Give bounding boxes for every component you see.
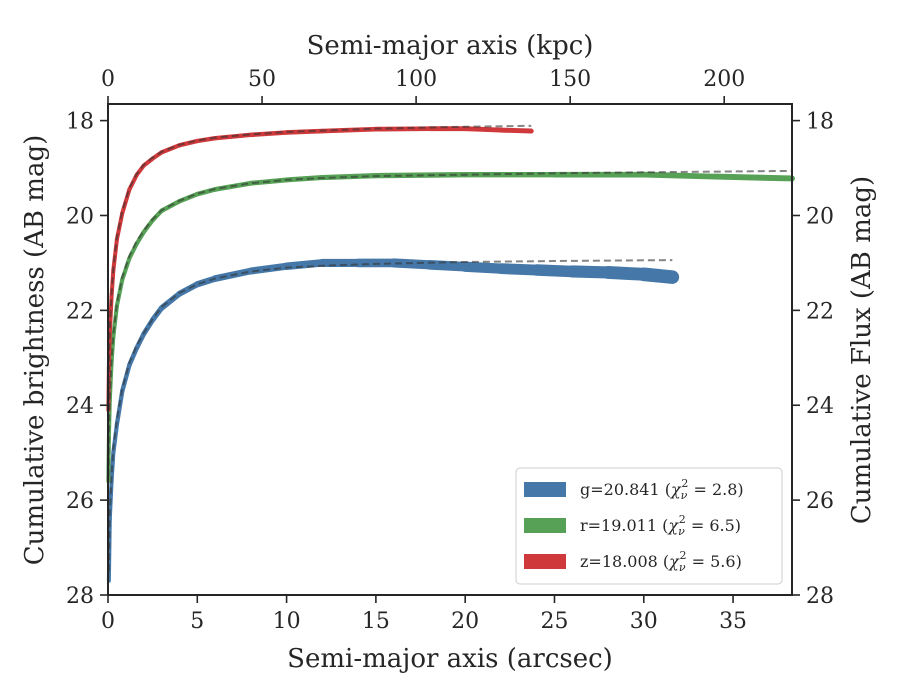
x-tick-label: 25 xyxy=(540,609,568,634)
x-tick-label: 5 xyxy=(190,609,204,634)
model-fit-layer xyxy=(107,124,793,572)
legend-box xyxy=(515,467,783,585)
y-tick-label: 22 xyxy=(66,299,94,324)
x2-tick-label: 150 xyxy=(549,67,591,92)
series-g-segment xyxy=(282,259,327,271)
model-fit-r xyxy=(107,169,793,477)
y-tick-label: 24 xyxy=(66,394,94,419)
x2-tick-label: 50 xyxy=(248,67,276,92)
series-g-segment xyxy=(106,517,112,583)
series-r-segment xyxy=(127,241,139,261)
x-tick-label: 15 xyxy=(362,609,390,634)
y2-tick-label: 26 xyxy=(806,489,834,514)
x-tick-label: 30 xyxy=(630,609,658,634)
series-z-segment xyxy=(498,127,534,134)
y2-tick-label: 18 xyxy=(806,110,834,135)
y2-tick-label: 22 xyxy=(806,299,834,324)
x-tick-label: 0 xyxy=(101,609,115,634)
y-tick-label: 20 xyxy=(66,204,94,229)
series-g-segment xyxy=(495,263,543,276)
legend-swatch-g xyxy=(524,482,566,497)
y-axis-title: Cumulative brightness (AB mag) xyxy=(20,135,50,566)
series-g-segment xyxy=(114,388,125,427)
legend-swatch-z xyxy=(524,554,566,569)
x2-axis-title: Semi-major axis (kpc) xyxy=(307,31,594,61)
legend-swatch-r xyxy=(524,518,566,533)
series-g-segment xyxy=(460,261,507,274)
legend-label-z: z=18.008 (χν2 = 5.6) xyxy=(580,549,742,574)
y2-tick-label: 24 xyxy=(806,394,834,419)
series-r-segment xyxy=(640,171,719,180)
y-tick-label: 28 xyxy=(66,584,94,609)
series-r-segment xyxy=(284,175,325,183)
x2-tick-label: 100 xyxy=(395,67,437,92)
x2-tick-label: 200 xyxy=(703,67,745,92)
y2-tick-label: 28 xyxy=(806,584,834,609)
series-g-segment xyxy=(636,267,680,284)
legend-label-r: r=19.011 (χν2 = 6.5) xyxy=(580,513,741,538)
series-z-segment xyxy=(106,332,112,370)
y-tick-label: 18 xyxy=(66,110,94,135)
model-fit-z xyxy=(107,124,532,406)
ticks-layer: 0 5 10 15 20 25 30 35 0 50 100 150 200 18 18 20 20 22 22 24… xyxy=(66,67,834,634)
model-fit-g xyxy=(107,259,673,572)
legend-label-g: g=20.841 (χν2 = 2.8) xyxy=(580,477,744,502)
y2-axis-title: Cumulative Flux (AB mag) xyxy=(847,176,877,524)
plot-frame xyxy=(107,103,793,596)
series-r-segment xyxy=(712,173,795,182)
series-z-segment xyxy=(462,126,504,133)
legend: g=20.841 (χν2 = 2.8) r=19.011 (χν2 = 6.5)… xyxy=(515,467,783,585)
x-axis-title: Semi-major axis (arcsec) xyxy=(287,644,613,674)
x-tick-label: 10 xyxy=(273,609,301,634)
x-tick-label: 20 xyxy=(451,609,479,634)
series-g-segment xyxy=(424,260,470,272)
x2-tick-label: 0 xyxy=(101,67,115,92)
y-tick-label: 26 xyxy=(66,489,94,514)
x-tick-label: 35 xyxy=(719,609,747,634)
y2-tick-label: 20 xyxy=(806,204,834,229)
series-z-segment xyxy=(111,237,119,273)
